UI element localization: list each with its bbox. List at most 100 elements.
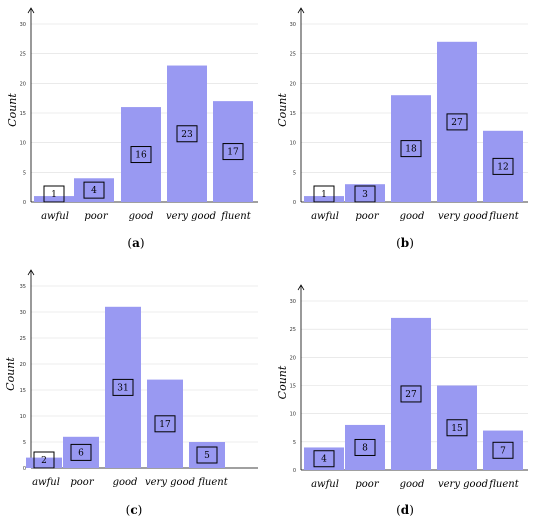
x-tick-label: awful xyxy=(311,479,339,490)
bar-fluent xyxy=(483,130,523,202)
bar-good xyxy=(105,306,141,468)
data-label: 17 xyxy=(227,148,239,158)
data-label: 2 xyxy=(41,456,47,466)
x-tick-label: awful xyxy=(41,211,69,222)
x-tick-label: very good xyxy=(438,211,488,222)
x-tick-label: very good xyxy=(438,479,488,490)
data-label-box xyxy=(313,450,335,468)
y-tick-label: 25 xyxy=(290,52,296,58)
bar-fluent xyxy=(483,430,523,470)
y-tick-label: 30 xyxy=(20,310,26,316)
bar-poor xyxy=(345,424,385,470)
data-label-box xyxy=(70,443,92,461)
y-tick-label: 25 xyxy=(20,336,26,342)
y-axis-title: Count xyxy=(6,93,19,127)
y-tick-label: 0 xyxy=(293,200,296,206)
y-tick-label: 20 xyxy=(290,355,296,361)
y-axis-arrow xyxy=(27,269,35,276)
y-tick-label: 5 xyxy=(23,170,26,176)
y-tick-label: 15 xyxy=(290,384,296,390)
x-tick-label: good xyxy=(400,211,425,222)
data-label: 1 xyxy=(321,190,327,200)
panel-caption: (b) xyxy=(396,236,414,250)
bar-fluent xyxy=(189,442,225,468)
data-label: 1 xyxy=(51,190,57,200)
data-label: 6 xyxy=(78,448,84,458)
data-label: 5 xyxy=(204,451,210,461)
panel-caption: (d) xyxy=(396,503,414,517)
data-label-box xyxy=(154,415,176,433)
bar-good xyxy=(121,107,161,202)
data-label: 15 xyxy=(451,424,463,434)
x-tick-label: fluent xyxy=(488,479,519,490)
bar-fluent xyxy=(213,101,253,202)
y-axis-arrow xyxy=(27,7,35,14)
y-tick-label: 25 xyxy=(290,327,296,333)
y-tick-label: 20 xyxy=(20,81,26,87)
x-tick-label: awful xyxy=(311,211,339,222)
y-tick-label: 15 xyxy=(290,111,296,117)
x-tick-label: poor xyxy=(70,477,94,488)
y-tick-label: 25 xyxy=(20,52,26,58)
chart-panel-d: 0 5 10 15 20 25 30 4 8 27 15 7 awful poor good very goo… xyxy=(276,284,528,517)
y-axis-arrow xyxy=(297,7,305,14)
data-label-box xyxy=(83,181,105,199)
data-label-box xyxy=(112,378,134,396)
data-label: 27 xyxy=(405,390,417,400)
data-label-box xyxy=(446,419,468,437)
chart-panel-b: 0 5 10 15 20 25 30 1 3 18 27 12 awful poor good very go… xyxy=(276,7,528,250)
y-tick-label: 30 xyxy=(290,299,296,305)
x-tick-label: very good xyxy=(166,211,216,222)
data-label: 17 xyxy=(159,420,171,430)
data-label: 23 xyxy=(181,130,193,140)
bar-awful xyxy=(304,196,344,202)
x-tick-label: poor xyxy=(355,211,379,222)
bar-very-good xyxy=(437,385,477,470)
y-tick-label: 10 xyxy=(290,412,296,418)
data-label: 4 xyxy=(321,455,327,465)
data-label-box xyxy=(492,441,514,459)
y-tick-label: 10 xyxy=(290,141,296,147)
y-tick-label: 15 xyxy=(20,388,26,394)
x-tick-label: good xyxy=(400,479,425,490)
x-tick-label: poor xyxy=(84,211,108,222)
data-label-box xyxy=(400,385,422,403)
data-label-box xyxy=(222,143,244,161)
y-tick-label: 30 xyxy=(20,22,26,28)
x-tick-label: fluent xyxy=(488,211,519,222)
y-tick-label: 0 xyxy=(23,466,26,472)
data-label: 12 xyxy=(497,162,508,172)
bar-poor xyxy=(63,436,99,468)
bar-awful xyxy=(26,457,62,468)
y-tick-label: 5 xyxy=(293,440,296,446)
bar-very-good xyxy=(147,379,183,468)
data-label-box xyxy=(43,185,65,203)
data-label-box xyxy=(354,185,376,203)
y-tick-label: 15 xyxy=(20,111,26,117)
data-label: 27 xyxy=(451,118,463,128)
x-tick-label: fluent xyxy=(220,211,251,222)
bar-very-good xyxy=(437,41,477,202)
data-label-box xyxy=(492,157,514,175)
y-axis-title: Count xyxy=(4,357,17,391)
y-tick-label: 20 xyxy=(290,81,296,87)
y-axis-title: Count xyxy=(276,365,289,399)
y-tick-label: 0 xyxy=(23,200,26,206)
x-tick-label: good xyxy=(113,477,138,488)
data-label-box xyxy=(354,438,376,456)
y-tick-label: 10 xyxy=(20,414,26,420)
data-label-box xyxy=(313,185,335,203)
data-label-box xyxy=(446,113,468,131)
x-tick-label: poor xyxy=(355,479,379,490)
data-label-box xyxy=(130,146,152,164)
y-tick-label: 5 xyxy=(293,170,296,176)
x-tick-label: good xyxy=(129,211,154,222)
bar-good xyxy=(391,95,431,202)
chart-panel-a: 0 5 10 15 20 25 30 1 4 16 23 17 awful poor good very go… xyxy=(6,7,258,250)
y-tick-label: 20 xyxy=(20,362,26,368)
data-label-box xyxy=(196,446,218,464)
y-axis-title: Count xyxy=(276,93,289,127)
data-label: 3 xyxy=(362,190,368,200)
y-axis-arrow xyxy=(297,284,305,291)
